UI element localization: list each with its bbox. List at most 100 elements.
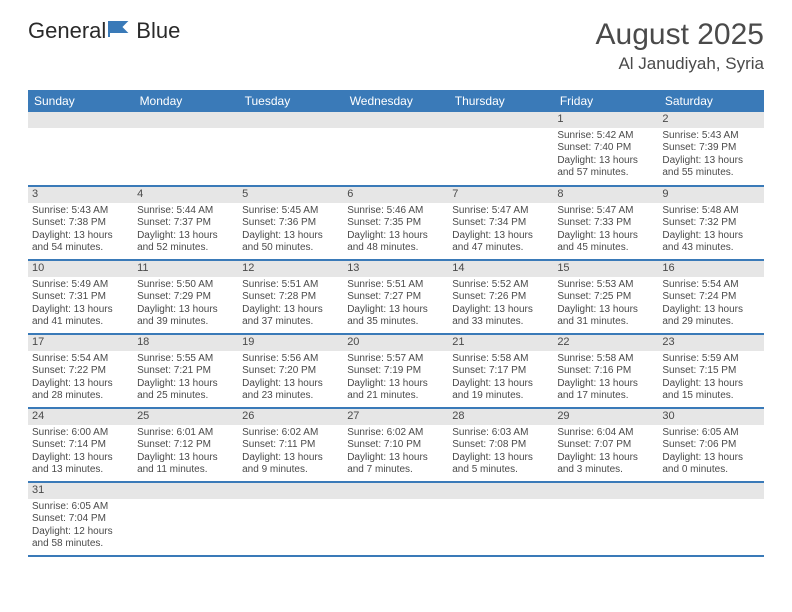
daylight-line-2: and 11 minutes. [137,464,234,477]
day-number: 3 [28,187,133,203]
sunset-line: Sunset: 7:28 PM [242,291,339,304]
weekday-header: Friday [553,90,658,112]
daylight-line: Daylight: 13 hours [452,378,549,391]
daylight-line: Daylight: 13 hours [557,378,654,391]
calendar-cell: 29Sunrise: 6:04 AMSunset: 7:07 PMDayligh… [553,408,658,482]
sunset-line: Sunset: 7:15 PM [662,365,759,378]
sunrise-line: Sunrise: 5:53 AM [557,279,654,292]
sunrise-line: Sunrise: 5:45 AM [242,205,339,218]
day-number: 31 [28,483,133,499]
daylight-line: Daylight: 13 hours [347,378,444,391]
calendar-week-row: 17Sunrise: 5:54 AMSunset: 7:22 PMDayligh… [28,334,764,408]
sunrise-line: Sunrise: 5:47 AM [557,205,654,218]
sunset-line: Sunset: 7:27 PM [347,291,444,304]
weekday-header: Saturday [658,90,763,112]
daylight-line: Daylight: 13 hours [137,378,234,391]
daylight-line: Daylight: 13 hours [557,452,654,465]
calendar-cell: 19Sunrise: 5:56 AMSunset: 7:20 PMDayligh… [238,334,343,408]
day-number: 28 [448,409,553,425]
weekday-header: Thursday [448,90,553,112]
daylight-line: Daylight: 13 hours [347,452,444,465]
calendar-cell-empty [553,482,658,556]
calendar-cell: 15Sunrise: 5:53 AMSunset: 7:25 PMDayligh… [553,260,658,334]
sunrise-line: Sunrise: 5:51 AM [347,279,444,292]
calendar-cell: 22 Sunrise: 5:58 AMSunset: 7:16 PMDayligh… [553,334,658,408]
daylight-line-2: and 35 minutes. [347,316,444,329]
day-number: 4 [133,187,238,203]
calendar-cell: 3Sunrise: 5:43 AMSunset: 7:38 PMDaylight… [28,186,133,260]
daylight-line: Daylight: 13 hours [242,230,339,243]
sunset-line: Sunset: 7:31 PM [32,291,129,304]
sunrise-line: Sunrise: 6:05 AM [32,501,129,514]
daylight-line-2: and 33 minutes. [452,316,549,329]
daylight-line: Daylight: 13 hours [662,378,759,391]
daylight-line-2: and 39 minutes. [137,316,234,329]
sunrise-line: Sunrise: 5:51 AM [242,279,339,292]
calendar-cell: 23Sunrise: 5:59 AMSunset: 7:15 PMDayligh… [658,334,763,408]
calendar-week-row: 10Sunrise: 5:49 AMSunset: 7:31 PMDayligh… [28,260,764,334]
calendar-cell: 14Sunrise: 5:52 AMSunset: 7:26 PMDayligh… [448,260,553,334]
sunrise-line: Sunrise: 5:56 AM [242,353,339,366]
sunrise-line: Sunrise: 5:43 AM [32,205,129,218]
daylight-line: Daylight: 13 hours [662,230,759,243]
sunrise-line: Sunrise: 5:54 AM [662,279,759,292]
daylight-line: Daylight: 13 hours [347,230,444,243]
sunrise-line: Sunrise: 5:50 AM [137,279,234,292]
daylight-line: Daylight: 13 hours [32,304,129,317]
calendar-cell: 4Sunrise: 5:44 AMSunset: 7:37 PMDaylight… [133,186,238,260]
day-number: 13 [343,261,448,277]
sunrise-line: Sunrise: 5:58 AM [452,353,549,366]
sunset-line: Sunset: 7:16 PM [557,365,654,378]
sunrise-line: Sunrise: 5:54 AM [32,353,129,366]
daylight-line: Daylight: 13 hours [347,304,444,317]
daylight-line-2: and 28 minutes. [32,390,129,403]
day-number: 25 [133,409,238,425]
sunset-line: Sunset: 7:06 PM [662,439,759,452]
calendar-cell: 26Sunrise: 6:02 AMSunset: 7:11 PMDayligh… [238,408,343,482]
sunset-line: Sunset: 7:29 PM [137,291,234,304]
weekday-header: Tuesday [238,90,343,112]
calendar-table: SundayMondayTuesdayWednesdayThursdayFrid… [28,90,764,557]
sunrise-line: Sunrise: 5:44 AM [137,205,234,218]
sunset-line: Sunset: 7:08 PM [452,439,549,452]
daylight-line-2: and 50 minutes. [242,242,339,255]
calendar-cell: 1Sunrise: 5:42 AMSunset: 7:40 PMDaylight… [553,112,658,186]
weekday-header: Wednesday [343,90,448,112]
calendar-cell-empty [238,482,343,556]
calendar-cell: 10Sunrise: 5:49 AMSunset: 7:31 PMDayligh… [28,260,133,334]
sunset-line: Sunset: 7:38 PM [32,217,129,230]
sunset-line: Sunset: 7:25 PM [557,291,654,304]
day-number: 15 [553,261,658,277]
day-number: 8 [553,187,658,203]
sunrise-line: Sunrise: 6:00 AM [32,427,129,440]
sunset-line: Sunset: 7:20 PM [242,365,339,378]
daylight-line-2: and 41 minutes. [32,316,129,329]
day-number: 22 [553,335,658,351]
calendar-body: 1Sunrise: 5:42 AMSunset: 7:40 PMDaylight… [28,112,764,556]
sunset-line: Sunset: 7:14 PM [32,439,129,452]
weekday-header: Monday [133,90,238,112]
day-number: 20 [343,335,448,351]
daylight-line-2: and 45 minutes. [557,242,654,255]
calendar-cell: 16Sunrise: 5:54 AMSunset: 7:24 PMDayligh… [658,260,763,334]
sunrise-line: Sunrise: 5:58 AM [557,353,654,366]
sunset-line: Sunset: 7:17 PM [452,365,549,378]
daylight-line: Daylight: 13 hours [662,155,759,168]
daylight-line: Daylight: 13 hours [242,304,339,317]
daylight-line: Daylight: 13 hours [557,155,654,168]
sunrise-line: Sunrise: 6:02 AM [242,427,339,440]
sunset-line: Sunset: 7:04 PM [32,513,129,526]
daylight-line-2: and 0 minutes. [662,464,759,477]
calendar-week-row: 31Sunrise: 6:05 AMSunset: 7:04 PMDayligh… [28,482,764,556]
daylight-line-2: and 31 minutes. [557,316,654,329]
sunset-line: Sunset: 7:32 PM [662,217,759,230]
daylight-line: Daylight: 13 hours [452,304,549,317]
calendar-cell-empty [133,112,238,186]
sunset-line: Sunset: 7:33 PM [557,217,654,230]
daylight-line-2: and 17 minutes. [557,390,654,403]
calendar-cell: 28Sunrise: 6:03 AMSunset: 7:08 PMDayligh… [448,408,553,482]
sunrise-line: Sunrise: 5:52 AM [452,279,549,292]
day-number: 9 [658,187,763,203]
daylight-line-2: and 57 minutes. [557,167,654,180]
sunset-line: Sunset: 7:34 PM [452,217,549,230]
